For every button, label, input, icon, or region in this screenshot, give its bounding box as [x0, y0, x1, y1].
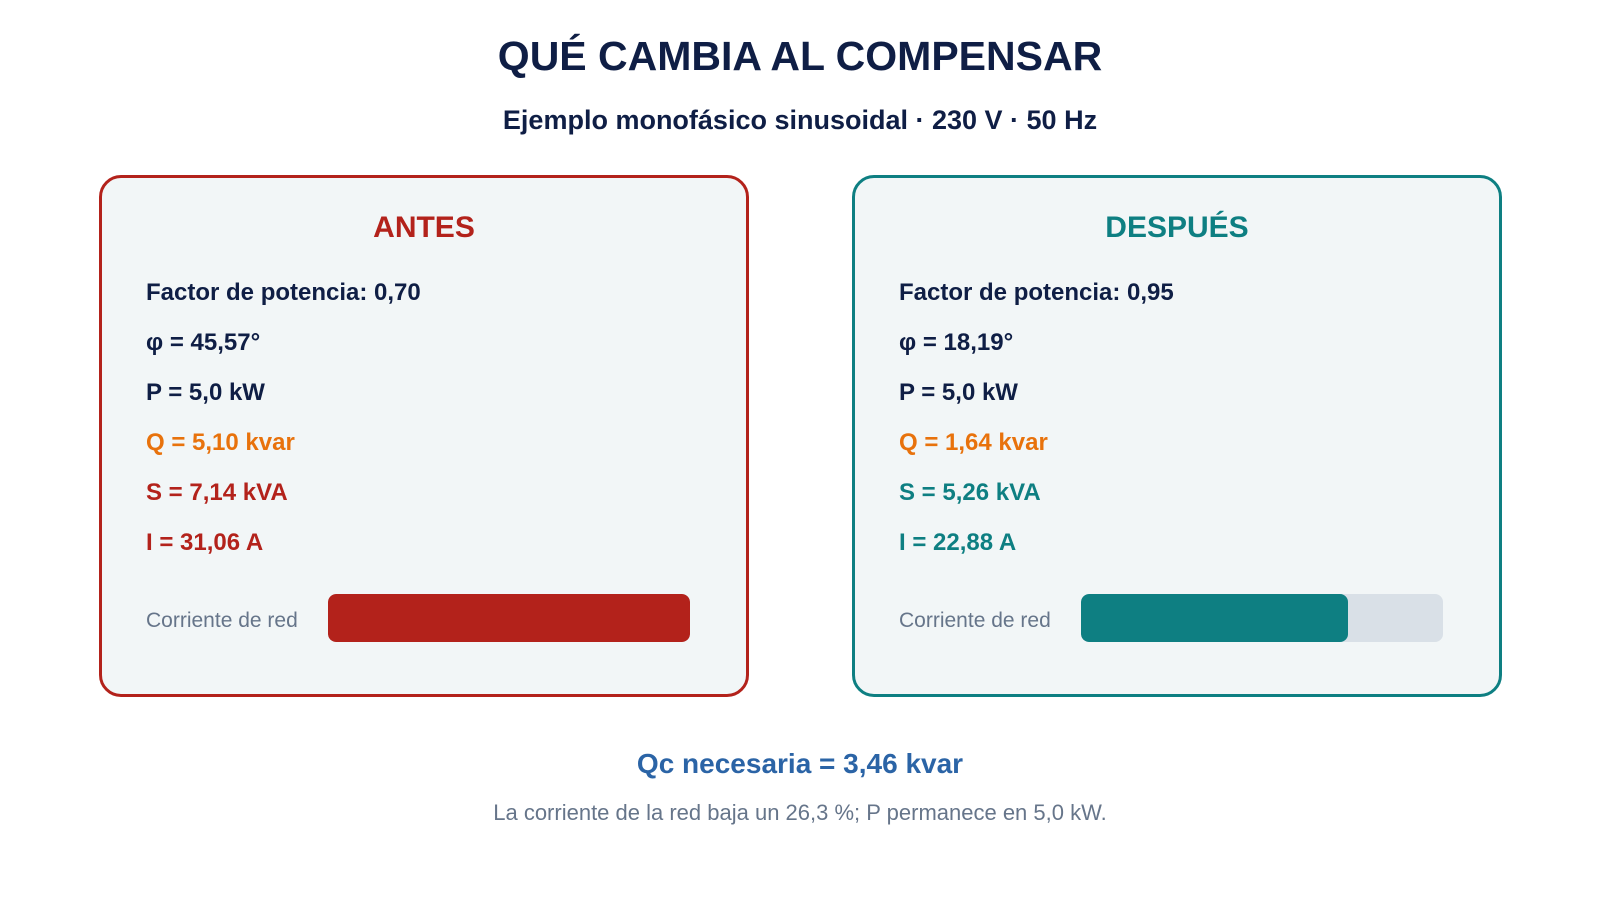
after-reactive-power: Q = 1,64 kvar — [899, 429, 1048, 456]
after-phase-angle: φ = 18,19° — [899, 329, 1014, 356]
before-card: ANTES Factor de potencia: 0,70 φ = 45,57… — [99, 175, 749, 697]
after-active-power: P = 5,0 kW — [899, 379, 1018, 406]
before-power-factor: Factor de potencia: 0,70 — [146, 279, 421, 306]
after-current-bar-fill — [1081, 594, 1348, 642]
after-card: DESPUÉS Factor de potencia: 0,95 φ = 18,… — [852, 175, 1502, 697]
after-bar-label: Corriente de red — [899, 609, 1051, 632]
summary-note: La corriente de la red baja un 26,3 %; P… — [493, 800, 1107, 825]
after-current-bar — [1081, 594, 1443, 642]
after-current: I = 22,88 A — [899, 529, 1017, 556]
before-phase-angle: φ = 45,57° — [146, 329, 261, 356]
required-compensation: Qc necesaria = 3,46 kvar — [636, 748, 964, 779]
after-heading: DESPUÉS — [1105, 211, 1249, 244]
before-bar-label: Corriente de red — [146, 609, 298, 632]
before-current-bar-fill — [328, 594, 690, 642]
before-heading: ANTES — [373, 211, 475, 244]
after-apparent-power: S = 5,26 kVA — [899, 479, 1041, 506]
page-title: QUÉ CAMBIA AL COMPENSAR — [497, 33, 1103, 79]
after-power-factor: Factor de potencia: 0,95 — [899, 279, 1174, 306]
page-subtitle: Ejemplo monofásico sinusoidal · 230 V · … — [502, 105, 1098, 135]
before-current-bar — [328, 594, 690, 642]
before-reactive-power: Q = 5,10 kvar — [146, 429, 295, 456]
before-current: I = 31,06 A — [146, 529, 264, 556]
before-apparent-power: S = 7,14 kVA — [146, 479, 288, 506]
before-active-power: P = 5,0 kW — [146, 379, 265, 406]
